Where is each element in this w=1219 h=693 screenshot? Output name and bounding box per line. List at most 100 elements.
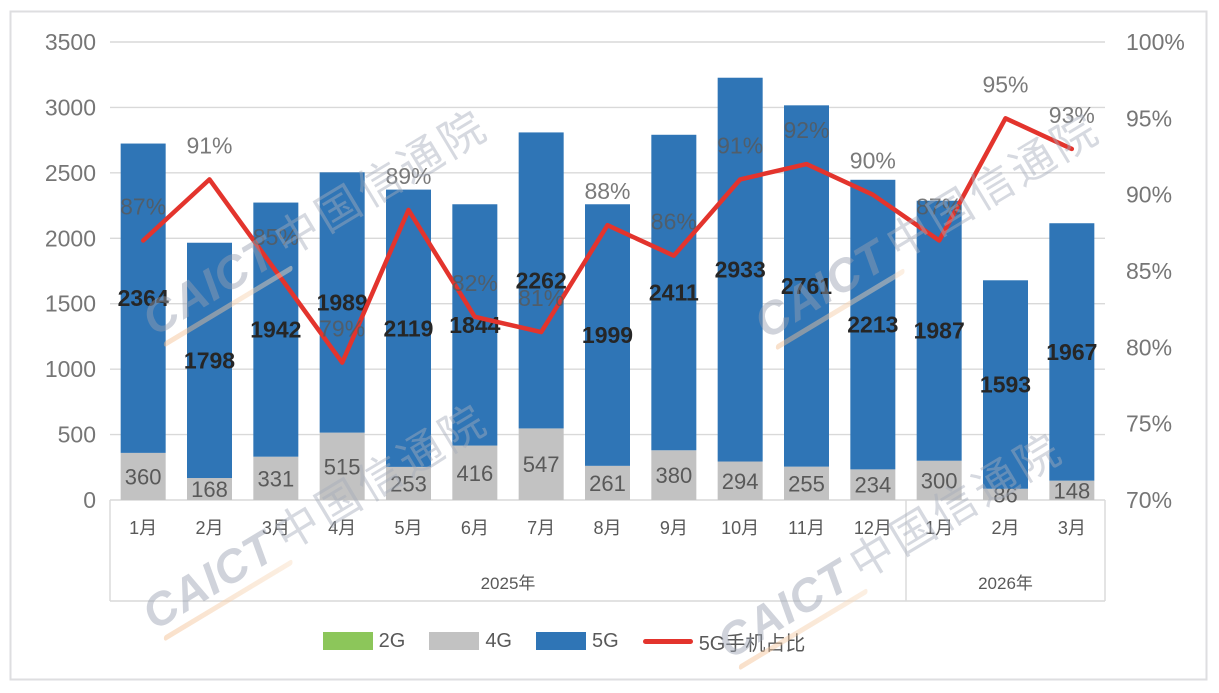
- bar-4G-9: [717, 461, 763, 500]
- pct-axis-tick-label: 80%: [1126, 334, 1172, 360]
- y-axis-tick-label: 1000: [45, 356, 96, 382]
- y-axis-tick-label: 2500: [45, 160, 96, 186]
- month-label-3: 4月: [328, 518, 356, 538]
- bar-label-4G-6: 547: [523, 452, 560, 477]
- bar-4G-6: [518, 428, 564, 500]
- bar-5G-2: [253, 202, 299, 457]
- pct-label-13: 95%: [982, 71, 1028, 97]
- pct-label-11: 90%: [850, 148, 896, 174]
- bar-label-5G-6: 2262: [516, 267, 567, 293]
- bar-4G-4: [386, 466, 431, 500]
- month-label-6: 7月: [527, 518, 555, 538]
- year-label: 2025年: [481, 574, 536, 593]
- month-label-10: 11月: [788, 518, 825, 538]
- bar-label-5G-1: 1798: [184, 347, 235, 373]
- pct-axis-tick-label: 100%: [1126, 29, 1185, 55]
- month-label-1: 2月: [195, 518, 223, 538]
- month-label-0: 1月: [129, 518, 157, 538]
- bar-label-5G-12: 1987: [914, 318, 965, 344]
- month-label-5: 6月: [461, 518, 489, 538]
- bar-4G-13: [983, 488, 1028, 500]
- month-label-8: 9月: [660, 518, 688, 538]
- bar-5G-1: [187, 242, 232, 479]
- bar-label-4G-12: 300: [921, 468, 958, 493]
- bar-5G-9: [717, 77, 763, 462]
- legend-swatch-5G: [536, 632, 586, 650]
- pct-axis-tick-label: 70%: [1126, 487, 1172, 513]
- month-label-2: 3月: [262, 518, 290, 538]
- pct-label-4: 89%: [385, 163, 431, 189]
- bar-label-5G-4: 2119: [384, 315, 434, 341]
- legend-label-5G: 5G: [592, 629, 619, 652]
- bar-label-5G-3: 1989: [317, 289, 368, 315]
- legend-label-2G: 2G: [378, 629, 406, 652]
- pct-axis-tick-label: 95%: [1126, 105, 1172, 131]
- bar-label-4G-1: 168: [191, 477, 228, 502]
- bar-4G-10: [784, 466, 829, 500]
- bar-4G-8: [651, 450, 697, 500]
- pct-axis-tick-label: 75%: [1126, 411, 1172, 437]
- legend-swatch-4G: [429, 632, 480, 650]
- bar-label-4G-9: 294: [722, 469, 759, 494]
- pct-label-10: 92%: [783, 117, 829, 143]
- legend-item-2G: 2G: [322, 629, 406, 653]
- bar-label-4G-10: 255: [788, 471, 825, 496]
- bar-5G-6: [518, 132, 564, 429]
- legend-swatch-5G手机占比: [642, 638, 693, 644]
- chart-frame: [9, 10, 1208, 681]
- bar-5G-8: [651, 134, 697, 451]
- bar-label-4G-14: 148: [1053, 478, 1090, 503]
- bar-label-5G-14: 1967: [1046, 339, 1097, 365]
- pct-line-5G手机占比: [140, 116, 1075, 365]
- bar-4G-3: [319, 432, 365, 500]
- bar-4G-5: [452, 445, 498, 500]
- bar-4G-11: [850, 469, 896, 500]
- bar-5G-14: [1049, 223, 1095, 481]
- bar-label-5G-7: 1999: [582, 322, 633, 348]
- bar-label-5G-13: 1593: [980, 372, 1031, 398]
- bar-5G-0: [120, 143, 166, 453]
- pct-label-8: 86%: [651, 209, 697, 235]
- month-label-7: 8月: [593, 518, 621, 538]
- bar-4G-1: [187, 478, 232, 500]
- legend-swatch-2G: [322, 632, 373, 650]
- bar-5G-12: [916, 200, 962, 461]
- bar-label-4G-2: 331: [257, 466, 294, 491]
- pct-label-9: 91%: [717, 132, 763, 158]
- year-label: 2026年: [978, 574, 1033, 593]
- legend-item-5G手机占比: 5G手机占比: [642, 627, 805, 656]
- bar-label-5G-10: 2761: [781, 273, 832, 299]
- bar-5G-5: [452, 204, 498, 446]
- month-label-13: 2月: [991, 518, 1019, 538]
- bar-4G-12: [916, 460, 962, 500]
- bar-4G-2: [253, 456, 299, 500]
- bar-5G-3: [319, 172, 365, 433]
- y-axis-tick-label: 2000: [45, 225, 96, 251]
- y-axis-tick-label: 3500: [45, 29, 96, 55]
- y-axis-tick-label: 0: [83, 487, 96, 513]
- month-label-14: 3月: [1058, 518, 1086, 538]
- chart-legend: 2G 4G 5G 5G手机占比: [0, 622, 1128, 660]
- bar-label-4G-7: 261: [589, 471, 626, 496]
- bar-4G-7: [585, 465, 630, 500]
- legend-item-5G: 5G: [536, 630, 619, 653]
- bar-label-4G-8: 380: [655, 463, 692, 488]
- y-axis-tick-label: 1500: [45, 291, 96, 317]
- bar-label-5G-0: 2364: [118, 285, 169, 311]
- pct-label-2: 85%: [253, 224, 299, 250]
- y-axis-tick-label: 3000: [45, 94, 96, 120]
- pct-label-0: 87%: [120, 193, 166, 219]
- bar-5G-13: [983, 280, 1028, 489]
- bar-label-4G-0: 360: [125, 464, 162, 489]
- bar-label-4G-4: 253: [390, 471, 427, 496]
- pct-axis-tick-label: 85%: [1126, 258, 1172, 284]
- month-label-9: 10月: [721, 518, 759, 538]
- legend-item-4G: 4G: [429, 630, 512, 653]
- bar-label-4G-11: 234: [854, 473, 891, 498]
- bar-label-4G-5: 416: [456, 461, 493, 486]
- legend-label-4G: 4G: [485, 629, 512, 652]
- month-label-11: 12月: [854, 518, 892, 538]
- pct-label-7: 88%: [584, 178, 630, 204]
